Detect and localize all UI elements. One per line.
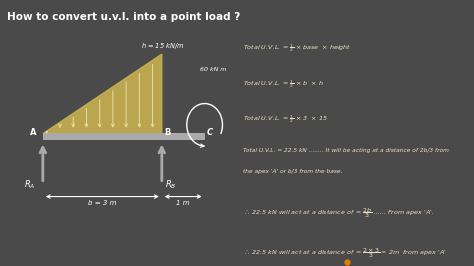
Text: B: B: [164, 128, 171, 137]
Text: Total U.V.L. = 22.5 kN ........ It will be acting at a distance of 2b/3 from: Total U.V.L. = 22.5 kN ........ It will …: [243, 148, 448, 153]
Text: How to convert u.v.l. into a point load ?: How to convert u.v.l. into a point load …: [7, 12, 240, 22]
Text: Total U.V.L. $= \frac{1}{2}$ × 3  × 15: Total U.V.L. $= \frac{1}{2}$ × 3 × 15: [243, 113, 328, 125]
Polygon shape: [43, 54, 162, 134]
Text: A: A: [30, 128, 37, 137]
Text: $h$ = 15 kN/m: $h$ = 15 kN/m: [141, 41, 185, 51]
Text: Total U.V.L. $= \frac{1}{2}$ × base  × height: Total U.V.L. $= \frac{1}{2}$ × base × he…: [243, 42, 351, 54]
Text: $\therefore$ 22.5 kN will act at a distance of $= \dfrac{2b}{3}$ ...... From ape: $\therefore$ 22.5 kN will act at a dista…: [243, 206, 434, 220]
Text: b = 3 m: b = 3 m: [88, 200, 117, 206]
Text: 1 m: 1 m: [176, 200, 190, 206]
Bar: [43, 133, 205, 140]
Text: $R_A$: $R_A$: [24, 178, 36, 191]
Text: the apex 'A' or b/3 from the base.: the apex 'A' or b/3 from the base.: [243, 169, 342, 174]
Text: $\therefore$ 22.5 kN will act at a distance of $= \dfrac{2 \times 3}{3}$ = 2m  f: $\therefore$ 22.5 kN will act at a dista…: [243, 246, 446, 260]
Text: $R_B$: $R_B$: [165, 178, 177, 191]
Text: Total U.V.L. $= \frac{1}{2}$ × b  × h: Total U.V.L. $= \frac{1}{2}$ × b × h: [243, 78, 323, 90]
Text: C: C: [207, 128, 213, 137]
Text: 60 kN m: 60 kN m: [200, 66, 226, 72]
